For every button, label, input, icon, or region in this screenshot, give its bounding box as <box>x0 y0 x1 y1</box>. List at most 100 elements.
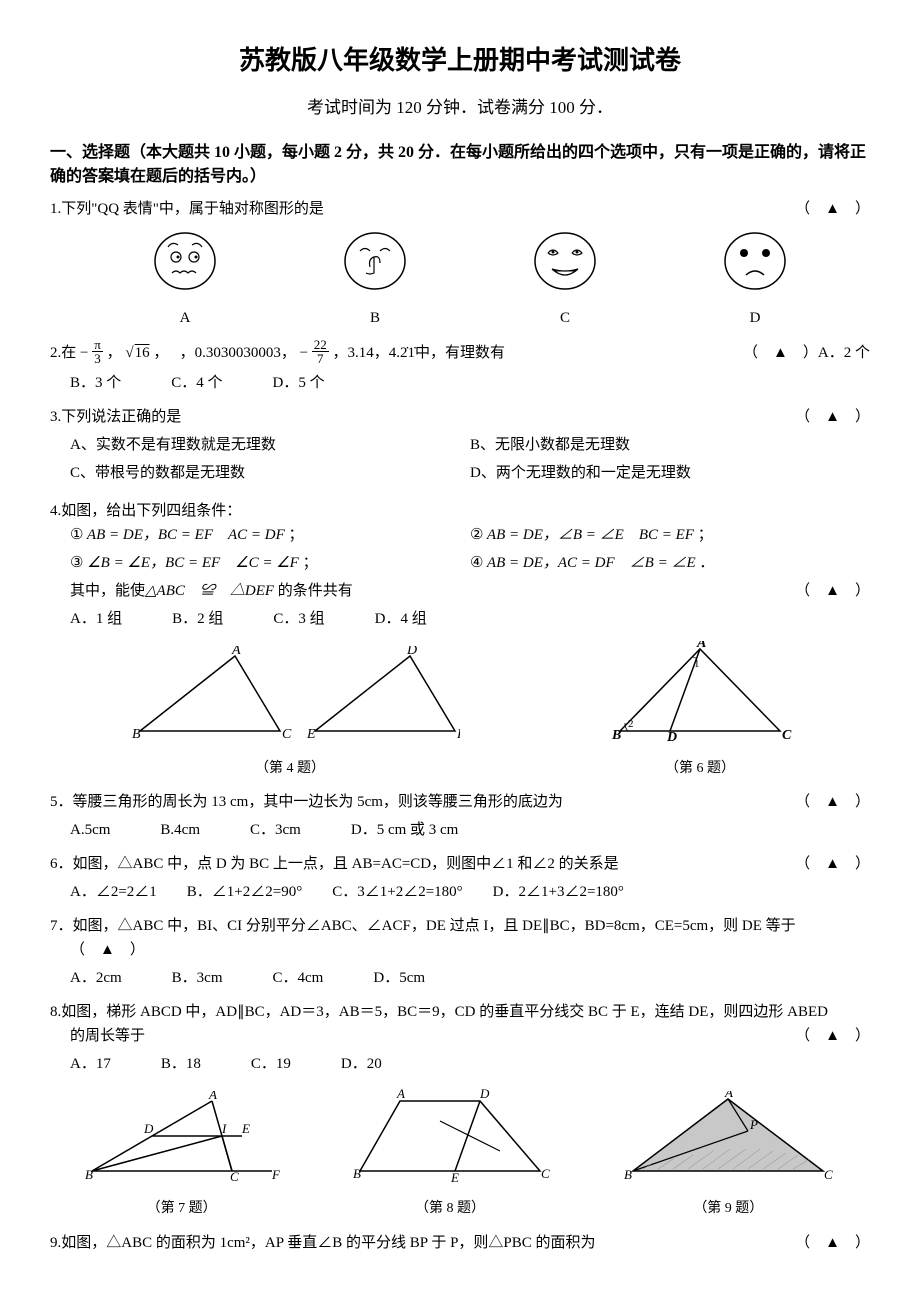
q9-blank: （ ▲ ） <box>795 1231 870 1255</box>
fig-q8-icon: A D B E C <box>345 1086 555 1186</box>
q3-opt-d: D、两个无理数的和一定是无理数 <box>470 461 870 485</box>
q6-text: 6．如图，△ABC 中，点 D 为 BC 上一点，且 AB=AC=CD，则图中∠… <box>50 852 795 876</box>
q4-options: A．1 组 B．2 组 C．3 组 D．4 组 <box>70 607 870 631</box>
svg-text:F: F <box>456 727 460 742</box>
question-5: 5．等腰三角形的周长为 13 cm，其中一边长为 5cm，则该等腰三角形的底边为… <box>50 790 870 842</box>
fig-q7: A B C F D E I （第 7 题） <box>82 1091 282 1220</box>
svg-text:C: C <box>282 727 292 742</box>
question-8: 8.如图，梯形 ABCD 中，AD∥BC，AD＝3，AB＝5，BC＝9，CD 的… <box>50 1000 870 1220</box>
q4-c2: ② AB = DE，∠B = ∠E BC = EF ； <box>470 523 870 547</box>
q5-options: A.5cm B.4cm C．3cm D．5 cm 或 3 cm <box>70 818 870 842</box>
q4-opt-b: B．2 组 <box>172 607 223 631</box>
q4-c3: ③ ∠B = ∠E，BC = EF ∠C = ∠F ； <box>70 551 470 575</box>
fig-q6: A B D C 1 2 （第 6 题） <box>600 641 800 780</box>
q4-text: 4.如图，给出下列四组条件： <box>50 499 870 523</box>
svg-text:B: B <box>353 1166 361 1181</box>
svg-text:C: C <box>782 728 792 743</box>
q2-options: B．3 个 C．4 个 D．5 个 <box>70 371 870 395</box>
q6-opt-c: C．3∠1+2∠2=180° <box>332 880 462 904</box>
question-3: 3.下列说法正确的是 （ ▲ ） A、实数不是有理数就是无理数 B、无限小数都是… <box>50 405 870 489</box>
svg-text:2: 2 <box>628 718 634 730</box>
svg-text:B: B <box>132 727 141 742</box>
q6-blank: （ ▲ ） <box>795 852 870 876</box>
q8-text2: 的周长等于 <box>70 1024 795 1048</box>
q8-blank: （ ▲ ） <box>795 1024 870 1048</box>
q1-face-b: B <box>340 229 410 330</box>
q4-line2: 其中，能使△ABC ≌ △DEF 的条件共有 <box>70 579 795 603</box>
q7-opt-d: D．5cm <box>373 966 425 990</box>
svg-text:C: C <box>824 1167 833 1182</box>
q3-blank: （ ▲ ） <box>795 405 870 429</box>
svg-text:E: E <box>306 727 316 742</box>
q5-opt-c: C．3cm <box>250 818 301 842</box>
question-9: 9.如图，△ABC 的面积为 1cm²，AP 垂直∠B 的平分线 BP 于 P，… <box>50 1231 870 1255</box>
q5-opt-d: D．5 cm 或 3 cm <box>351 818 458 842</box>
svg-text:D: D <box>479 1086 490 1101</box>
q7-opt-c: C．4cm <box>273 966 324 990</box>
section-1-header: 一、选择题（本大题共 10 小题，每小题 2 分，共 20 分．在每小题所给出的… <box>50 141 870 189</box>
q7-opt-a: A．2cm <box>70 966 122 990</box>
q4-opt-d: D．4 组 <box>375 607 427 631</box>
q9-text: 9.如图，△ABC 的面积为 1cm²，AP 垂直∠B 的平分线 BP 于 P，… <box>50 1231 795 1255</box>
svg-text:D: D <box>143 1121 154 1136</box>
fig-q7-label: （第 7 题） <box>82 1198 282 1220</box>
q4-conditions: ① AB = DE，BC = EF AC = DF ； ② AB = DE，∠B… <box>70 523 870 579</box>
q1-label-b: B <box>340 306 410 330</box>
q5-opt-b: B.4cm <box>160 818 200 842</box>
question-6: 6．如图，△ABC 中，点 D 为 BC 上一点，且 AB=AC=CD，则图中∠… <box>50 852 870 904</box>
q3-text: 3.下列说法正确的是 <box>50 405 795 429</box>
q1-label-c: C <box>530 306 600 330</box>
q3-options: A、实数不是有理数就是无理数 B、无限小数都是无理数 C、带根号的数都是无理数 … <box>70 433 870 489</box>
svg-text:B: B <box>85 1167 93 1182</box>
q1-text: 1.下列"QQ 表情"中，属于轴对称图形的是 <box>50 197 795 221</box>
q6-opt-d: D．2∠1+3∠2=180° <box>493 880 624 904</box>
q2-opt-b: B．3 个 <box>70 371 121 395</box>
q2-text: 2.在 − π3 ， √16 ， ，0.3030030003， − 227 ，3… <box>50 340 743 367</box>
q1-faces: A B C <box>90 229 850 330</box>
fig-q4-label: （第 4 题） <box>120 758 460 780</box>
svg-text:D: D <box>406 646 417 658</box>
svg-text:A: A <box>724 1091 733 1100</box>
svg-text:C: C <box>541 1166 550 1181</box>
q8-opt-c: C．19 <box>251 1052 291 1076</box>
q7-opt-b: B．3cm <box>172 966 223 990</box>
q3-opt-b: B、无限小数都是无理数 <box>470 433 870 457</box>
svg-text:B: B <box>624 1167 632 1182</box>
q4-opt-a: A．1 组 <box>70 607 122 631</box>
q7-paren-line: （ ▲ ） <box>70 938 870 962</box>
fig-q9-label: （第 9 题） <box>618 1198 838 1220</box>
q4-blank: （ ▲ ） <box>795 579 870 603</box>
q1-label-a: A <box>150 306 220 330</box>
svg-text:E: E <box>241 1121 250 1136</box>
svg-text:B: B <box>611 728 621 743</box>
q3-opt-a: A、实数不是有理数就是无理数 <box>70 433 470 457</box>
q2-opt-c: C．4 个 <box>171 371 222 395</box>
fig-q4: B A C E D F （第 4 题） <box>120 646 460 780</box>
q1-face-a: A <box>150 229 220 330</box>
q8-opt-a: A．17 <box>70 1052 111 1076</box>
svg-text:I: I <box>221 1121 227 1136</box>
fig-q7-icon: A B C F D E I <box>82 1091 282 1186</box>
page-title: 苏教版八年级数学上册期中考试测试卷 <box>50 40 870 82</box>
q8-options: A．17 B．18 C．19 D．20 <box>70 1052 870 1076</box>
question-2: 2.在 − π3 ， √16 ， ，0.3030030003， − 227 ，3… <box>50 340 870 395</box>
q5-opt-a: A.5cm <box>70 818 110 842</box>
fig-q8-label: （第 8 题） <box>345 1198 555 1220</box>
question-4: 4.如图，给出下列四组条件： ① AB = DE，BC = EF AC = DF… <box>50 499 870 780</box>
svg-text:A: A <box>396 1086 405 1101</box>
question-1: 1.下列"QQ 表情"中，属于轴对称图形的是 （ ▲ ） A <box>50 197 870 330</box>
q2-opt-d: D．5 个 <box>273 371 325 395</box>
svg-text:A: A <box>208 1091 217 1102</box>
q8-text1: 8.如图，梯形 ABCD 中，AD∥BC，AD＝3，AB＝5，BC＝9，CD 的… <box>50 1000 870 1024</box>
q7-text: 7．如图，△ABC 中，BI、CI 分别平分∠ABC、∠ACF，DE 过点 I，… <box>50 914 870 938</box>
fig-q9: A B C P （第 9 题） <box>618 1091 838 1220</box>
q1-face-d: D <box>720 229 790 330</box>
svg-text:P: P <box>749 1117 758 1132</box>
q6-options: A．∠2=2∠1 B．∠1+2∠2=90° C．3∠1+2∠2=180° D．2… <box>70 880 870 904</box>
svg-text:A: A <box>696 641 706 651</box>
face-d-icon <box>720 229 790 294</box>
q8-opt-d: D．20 <box>341 1052 382 1076</box>
q7-q8-q9-figures: A B C F D E I （第 7 题） A D B E C （第 8 题） <box>50 1086 870 1220</box>
svg-text:A: A <box>231 646 241 658</box>
q5-blank: （ ▲ ） <box>795 790 870 814</box>
